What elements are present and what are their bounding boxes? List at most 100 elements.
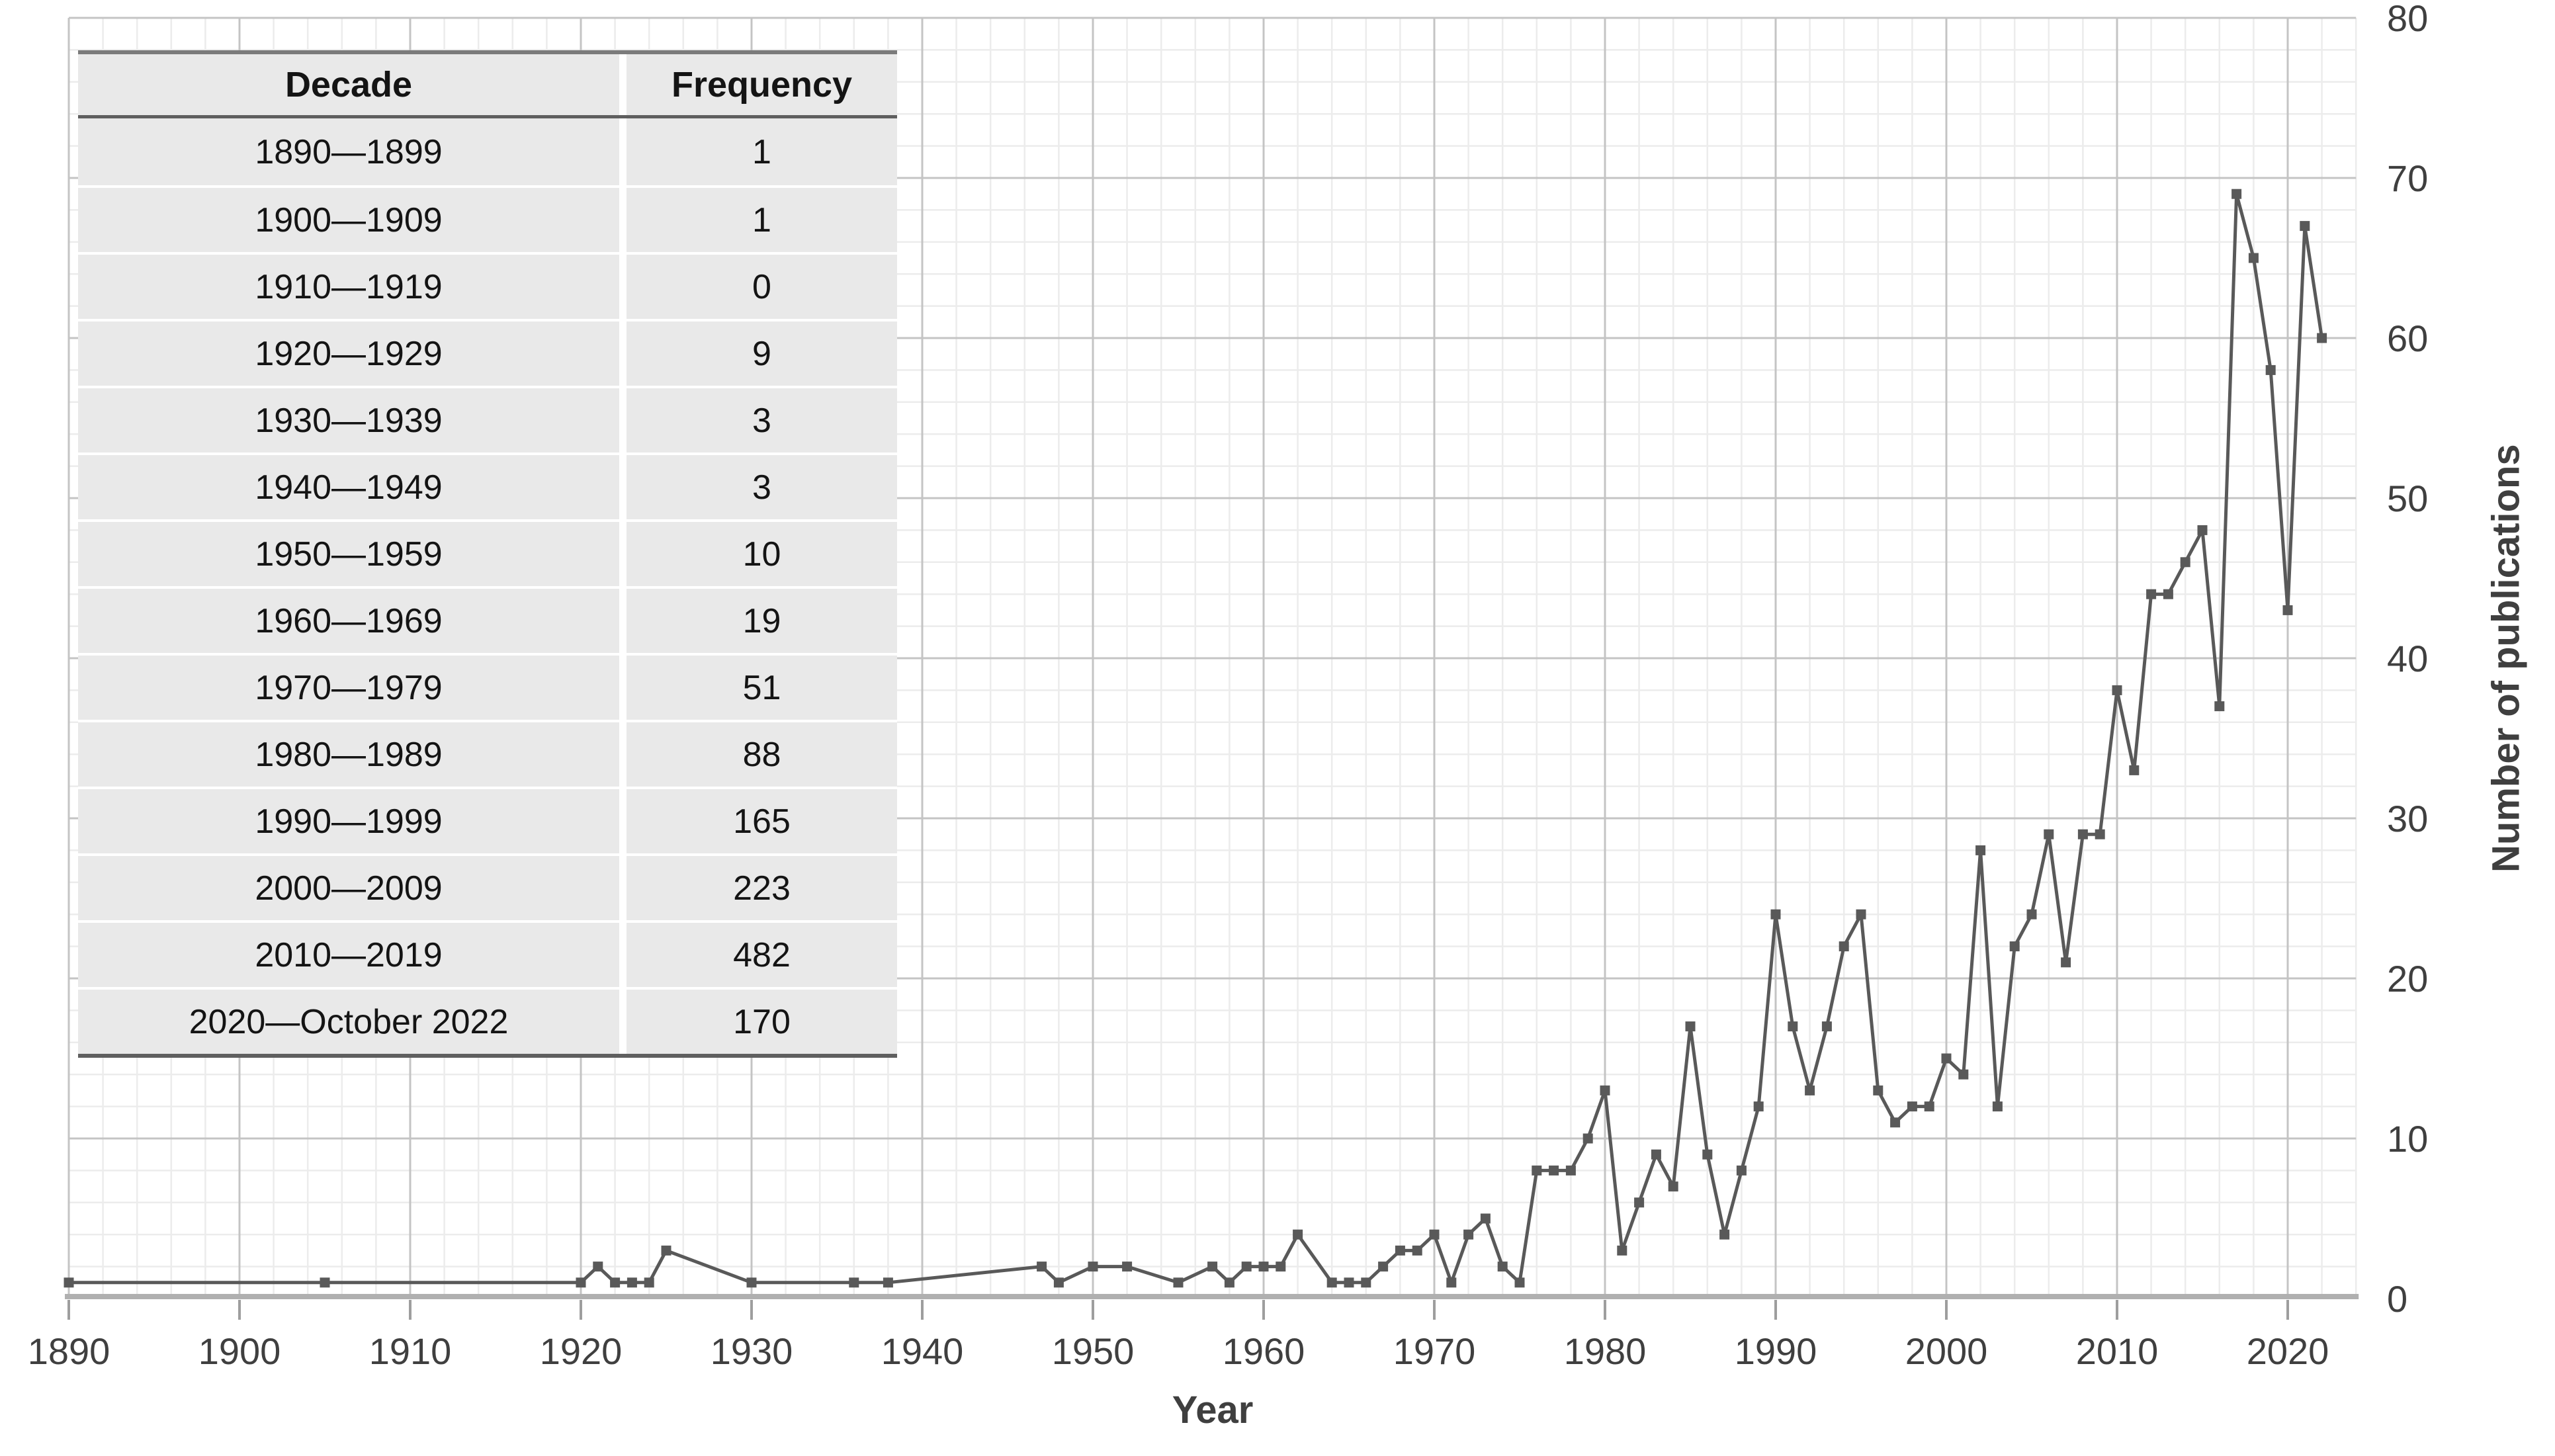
decade-cell: 1970—1979 <box>78 653 619 720</box>
data-point-marker <box>1839 941 1849 952</box>
data-point-marker <box>1446 1277 1457 1288</box>
data-point-marker <box>1514 1277 1525 1288</box>
table-row: 1950—1959 10 <box>78 519 897 586</box>
frequency-cell: 10 <box>619 519 897 586</box>
y-tick-label: 10 <box>2387 1118 2428 1160</box>
table-row: 1980—1989 88 <box>78 720 897 787</box>
data-point-marker <box>1770 909 1781 920</box>
data-point-marker <box>644 1277 654 1288</box>
data-point-marker <box>1907 1101 1917 1112</box>
table-row: 2020—October 2022 170 <box>78 987 897 1054</box>
data-point-marker <box>320 1277 330 1288</box>
frequency-cell: 482 <box>619 920 897 987</box>
data-point-marker <box>1992 1101 2003 1112</box>
frequency-cell: 19 <box>619 586 897 653</box>
decade-cell: 1920—1929 <box>78 319 619 386</box>
data-point-marker <box>593 1262 603 1272</box>
data-point-marker <box>1805 1085 1815 1095</box>
data-point-marker <box>1497 1262 1508 1272</box>
data-point-marker <box>1480 1213 1491 1224</box>
data-point-marker <box>1122 1262 1133 1272</box>
x-tick-label: 1890 <box>28 1330 110 1372</box>
x-tick-label: 1900 <box>198 1330 281 1372</box>
frequency-cell: 223 <box>619 853 897 920</box>
decade-cell: 1980—1989 <box>78 720 619 787</box>
frequency-cell: 9 <box>619 319 897 386</box>
data-point-marker <box>1378 1262 1389 1272</box>
frequency-cell: 0 <box>619 252 897 319</box>
decade-cell: 1990—1999 <box>78 787 619 853</box>
data-point-marker <box>2112 685 2122 695</box>
data-point-marker <box>2026 909 2037 920</box>
x-tick-label: 2000 <box>1905 1330 1988 1372</box>
series-markers <box>64 189 2327 1288</box>
data-point-marker <box>2180 557 2190 568</box>
data-point-marker <box>1600 1085 1610 1095</box>
data-point-marker <box>1565 1165 1576 1176</box>
x-tick-label: 1980 <box>1564 1330 1647 1372</box>
decade-cell: 1930—1939 <box>78 386 619 452</box>
data-point-marker <box>1873 1085 1884 1095</box>
decade-cell: 1910—1919 <box>78 252 619 319</box>
table-row: 1940—1949 3 <box>78 452 897 519</box>
data-point-marker <box>1582 1133 1593 1144</box>
decade-cell: 2010—2019 <box>78 920 619 987</box>
data-point-marker <box>2077 829 2088 839</box>
y-tick-label: 0 <box>2387 1278 2407 1320</box>
data-point-marker <box>746 1277 757 1288</box>
data-point-marker <box>1532 1165 1542 1176</box>
table-row: 1910—1919 0 <box>78 252 897 319</box>
data-point-marker <box>2146 589 2157 599</box>
data-point-marker <box>1634 1197 1645 1208</box>
data-point-marker <box>883 1277 893 1288</box>
data-point-marker <box>849 1277 859 1288</box>
data-point-marker <box>2265 364 2276 375</box>
y-axis-title: Number of publications <box>2484 444 2528 873</box>
data-point-marker <box>1702 1149 1713 1160</box>
data-point-marker <box>1395 1245 1405 1256</box>
data-point-marker <box>1651 1149 1661 1160</box>
data-point-marker <box>1344 1277 1354 1288</box>
frequency-cell: 170 <box>619 987 897 1054</box>
data-point-marker <box>1736 1165 1747 1176</box>
table-row: 1930—1939 3 <box>78 386 897 452</box>
data-point-marker <box>1821 1021 1832 1032</box>
data-point-marker <box>1924 1101 1934 1112</box>
decade-cell: 1950—1959 <box>78 519 619 586</box>
table-body: 1890—1899 1 1900—1909 1 1910—1919 0 1920—1929 9… <box>78 118 897 1054</box>
data-point-marker <box>1037 1262 1047 1272</box>
frequency-cell: 1 <box>619 118 897 185</box>
x-tick-label: 2020 <box>2247 1330 2329 1372</box>
data-point-marker <box>1412 1245 1422 1256</box>
x-tick-labels: 1890 1900 1910 1920 1930 1940 1950 1960 1970 1980… <box>28 1330 2329 1372</box>
data-point-marker <box>2095 829 2105 839</box>
frequency-cell: 1 <box>619 185 897 252</box>
data-point-marker <box>2317 333 2327 343</box>
x-tick-label: 1940 <box>881 1330 964 1372</box>
data-point-marker <box>1207 1262 1218 1272</box>
data-point-marker <box>1890 1117 1901 1128</box>
y-tick-label: 20 <box>2387 958 2428 1000</box>
data-point-marker <box>576 1277 586 1288</box>
data-point-marker <box>2248 253 2259 263</box>
frequency-column-header: Frequency <box>619 54 897 115</box>
y-tick-labels: 0 10 20 30 40 50 60 70 80 <box>2387 0 2428 1320</box>
data-point-marker <box>1293 1229 1303 1240</box>
data-point-marker <box>1258 1262 1269 1272</box>
x-axis-ticks <box>67 1300 2289 1320</box>
data-point-marker <box>2214 701 2225 712</box>
x-tick-label: 1960 <box>1223 1330 1305 1372</box>
table-header-row: Decade Frequency <box>78 54 897 118</box>
data-point-marker <box>1753 1101 1764 1112</box>
y-tick-label: 50 <box>2387 478 2428 519</box>
frequency-cell: 3 <box>619 386 897 452</box>
y-tick-label: 30 <box>2387 798 2428 839</box>
frequency-cell: 3 <box>619 452 897 519</box>
y-tick-label: 70 <box>2387 157 2428 199</box>
frequency-cell: 165 <box>619 787 897 853</box>
x-tick-label: 2010 <box>2076 1330 2159 1372</box>
table-row: 1960—1969 19 <box>78 586 897 653</box>
data-point-marker <box>1856 909 1866 920</box>
data-point-marker <box>1668 1181 1678 1192</box>
